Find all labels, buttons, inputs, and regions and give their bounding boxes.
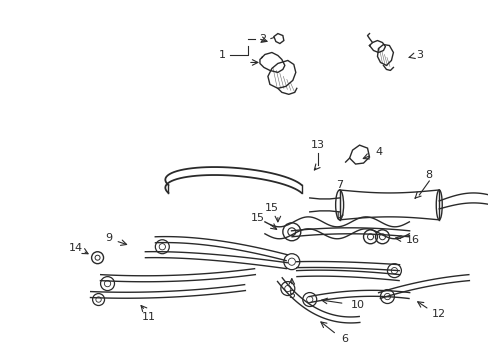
Text: 3: 3 bbox=[415, 50, 422, 60]
Text: 13: 13 bbox=[310, 140, 324, 150]
Text: 5: 5 bbox=[288, 289, 295, 300]
Text: 15: 15 bbox=[264, 203, 278, 213]
Text: 9: 9 bbox=[105, 233, 112, 243]
Text: 7: 7 bbox=[335, 180, 343, 190]
Text: 14: 14 bbox=[68, 243, 82, 253]
Text: 10: 10 bbox=[350, 300, 364, 310]
Text: 2: 2 bbox=[259, 33, 266, 44]
Text: 4: 4 bbox=[375, 147, 382, 157]
Text: 1: 1 bbox=[218, 50, 225, 60]
Text: 8: 8 bbox=[425, 170, 432, 180]
Text: 12: 12 bbox=[431, 310, 446, 319]
Text: 15: 15 bbox=[250, 213, 264, 223]
Text: 6: 6 bbox=[341, 334, 347, 345]
Text: 16: 16 bbox=[405, 235, 419, 245]
Text: 11: 11 bbox=[141, 312, 155, 323]
